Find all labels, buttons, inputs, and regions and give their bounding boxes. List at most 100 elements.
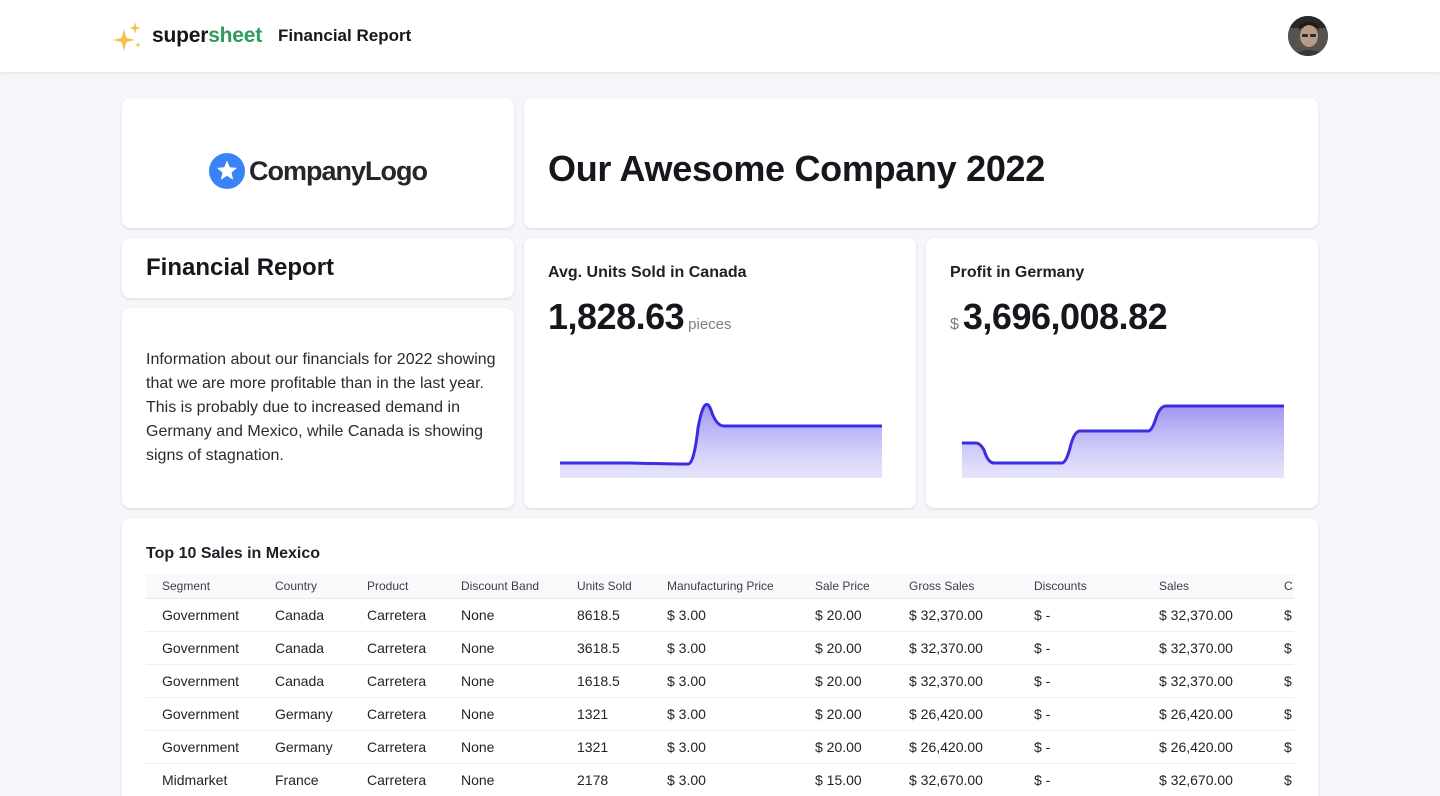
- table-cell: Carretera: [351, 763, 445, 796]
- kpi-unit: pieces: [688, 316, 732, 333]
- sparkline-area: [560, 404, 882, 478]
- table-scroll-area[interactable]: Segment Country Product Discount Band Units …: [146, 574, 1294, 796]
- kpi-currency: $: [950, 316, 959, 333]
- table-cell: $: [1268, 664, 1294, 698]
- sparkline-line: [560, 402, 882, 466]
- table-header-row: Segment Country Product Discount Band Units …: [146, 574, 1294, 599]
- company-title: Our Awesome Company 2022: [548, 148, 1045, 189]
- column-header[interactable]: C: [1268, 574, 1294, 599]
- table-row[interactable]: Government Canada Carretera None 3618.5 $ 3.0…: [146, 631, 1294, 665]
- column-header[interactable]: Manufacturing Price: [651, 574, 799, 599]
- table-cell: $ -: [1018, 664, 1143, 698]
- column-header[interactable]: Country: [259, 574, 351, 599]
- table-row[interactable]: Midmarket France Carretera None 2178 $ 3.00 $ …: [146, 763, 1294, 796]
- report-description: Information about our financials for 202…: [146, 351, 496, 464]
- table-cell: 3618.5: [561, 631, 651, 665]
- table-cell: $ -: [1018, 763, 1143, 796]
- column-header[interactable]: Sales: [1143, 574, 1268, 599]
- table-cell: $ 32,370.00: [893, 598, 1018, 632]
- table-cell: 2178: [561, 763, 651, 796]
- table-cell: $ 3.00: [651, 598, 799, 632]
- brand-name-part1: super: [152, 24, 209, 47]
- table-cell: $: [1268, 631, 1294, 665]
- column-header[interactable]: Segment: [146, 574, 259, 599]
- table-row[interactable]: Government Germany Carretera None 1321 $ 3.00…: [146, 697, 1294, 731]
- kpi-value: $ 3,696,008.82: [950, 296, 1168, 338]
- table-cell: $ 32,370.00: [1143, 598, 1268, 632]
- logo-text: CompanyLogo: [249, 155, 428, 186]
- table-cell: $ 26,420.00: [893, 730, 1018, 764]
- kpi-card-units-canada: Avg. Units Sold in Canada 1,828.63 piece…: [524, 238, 916, 508]
- table-cell: $ 20.00: [799, 697, 893, 731]
- table-cell: Carretera: [351, 631, 445, 665]
- table-cell: None: [445, 631, 561, 665]
- top-bar: supersheet Financial Report: [0, 0, 1440, 72]
- table-cell: Government: [146, 697, 259, 731]
- column-header[interactable]: Discount Band: [445, 574, 561, 599]
- sparkline-line: [962, 404, 1284, 465]
- table-cell: 1321: [561, 730, 651, 764]
- table-cell: $: [1268, 598, 1294, 632]
- company-logo: CompanyLogo: [208, 152, 428, 190]
- table-row[interactable]: Government Canada Carretera None 1618.5 $ 3.0…: [146, 664, 1294, 698]
- sparkline-chart: [560, 402, 882, 478]
- table-cell: $ 32,370.00: [893, 631, 1018, 665]
- table-cell: Government: [146, 664, 259, 698]
- table-cell: Government: [146, 598, 259, 632]
- table-cell: Carretera: [351, 697, 445, 731]
- table-cell: Government: [146, 631, 259, 665]
- table-cell: $: [1268, 697, 1294, 731]
- table-cell: Germany: [259, 730, 351, 764]
- table-cell: $ 3.00: [651, 730, 799, 764]
- table-cell: $ 26,420.00: [1143, 697, 1268, 731]
- logo-card: [122, 98, 514, 228]
- star-badge-icon: [209, 153, 245, 189]
- table-cell: $ 32,370.00: [1143, 664, 1268, 698]
- app-page-title: Financial Report: [278, 26, 412, 45]
- table-cell: Canada: [259, 631, 351, 665]
- column-header[interactable]: Units Sold: [561, 574, 651, 599]
- table-cell: $ -: [1018, 598, 1143, 632]
- table-cell: $: [1268, 763, 1294, 796]
- kpi-number: 1,828.63: [548, 296, 685, 337]
- table-cell: Carretera: [351, 598, 445, 632]
- table-row[interactable]: Government Canada Carretera None 8618.5 $ 3.0…: [146, 598, 1294, 632]
- table-cell: $ 26,420.00: [893, 697, 1018, 731]
- sparkline-area: [962, 406, 1284, 478]
- table-cell: $ 32,370.00: [1143, 631, 1268, 665]
- avatar[interactable]: [1288, 16, 1328, 56]
- table-cell: Canada: [259, 598, 351, 632]
- table-cell: None: [445, 598, 561, 632]
- column-header[interactable]: Discounts: [1018, 574, 1143, 599]
- table-cell: None: [445, 763, 561, 796]
- sales-table: Segment Country Product Discount Band Units …: [146, 574, 1294, 796]
- table-cell: $ 3.00: [651, 763, 799, 796]
- table-cell: None: [445, 664, 561, 698]
- brand-name-part2: sheet: [208, 24, 263, 47]
- sparkle-icon: [113, 22, 141, 51]
- table-body: Government Canada Carretera None 8618.5 $ 3.0…: [146, 598, 1294, 796]
- table-cell: $ 15.00: [799, 763, 893, 796]
- column-header[interactable]: Sale Price: [799, 574, 893, 599]
- table-cell: 1321: [561, 697, 651, 731]
- table-cell: $ 32,370.00: [893, 664, 1018, 698]
- table-cell: $ 3.00: [651, 664, 799, 698]
- table-cell: $ 32,670.00: [1143, 763, 1268, 796]
- user-avatar-icon: [1288, 16, 1328, 56]
- table-cell: None: [445, 697, 561, 731]
- sales-table-card: Top 10 Sales in Mexico Segment Country Pro…: [122, 518, 1318, 796]
- table-cell: 8618.5: [561, 598, 651, 632]
- table-cell: Germany: [259, 697, 351, 731]
- brand-name: supersheet: [152, 24, 262, 48]
- table-cell: $: [1268, 730, 1294, 764]
- column-header[interactable]: Product: [351, 574, 445, 599]
- kpi-card-profit-germany: Profit in Germany $ 3,696,008.82: [926, 238, 1318, 508]
- table-row[interactable]: Government Germany Carretera None 1321 $ 3.00…: [146, 730, 1294, 764]
- brand[interactable]: supersheet Financial Report: [112, 20, 411, 52]
- table-cell: $ 20.00: [799, 631, 893, 665]
- column-header[interactable]: Gross Sales: [893, 574, 1018, 599]
- table-cell: $ 3.00: [651, 697, 799, 731]
- table-cell: $ -: [1018, 631, 1143, 665]
- table-cell: $ 20.00: [799, 730, 893, 764]
- table-cell: $ 32,670.00: [893, 763, 1018, 796]
